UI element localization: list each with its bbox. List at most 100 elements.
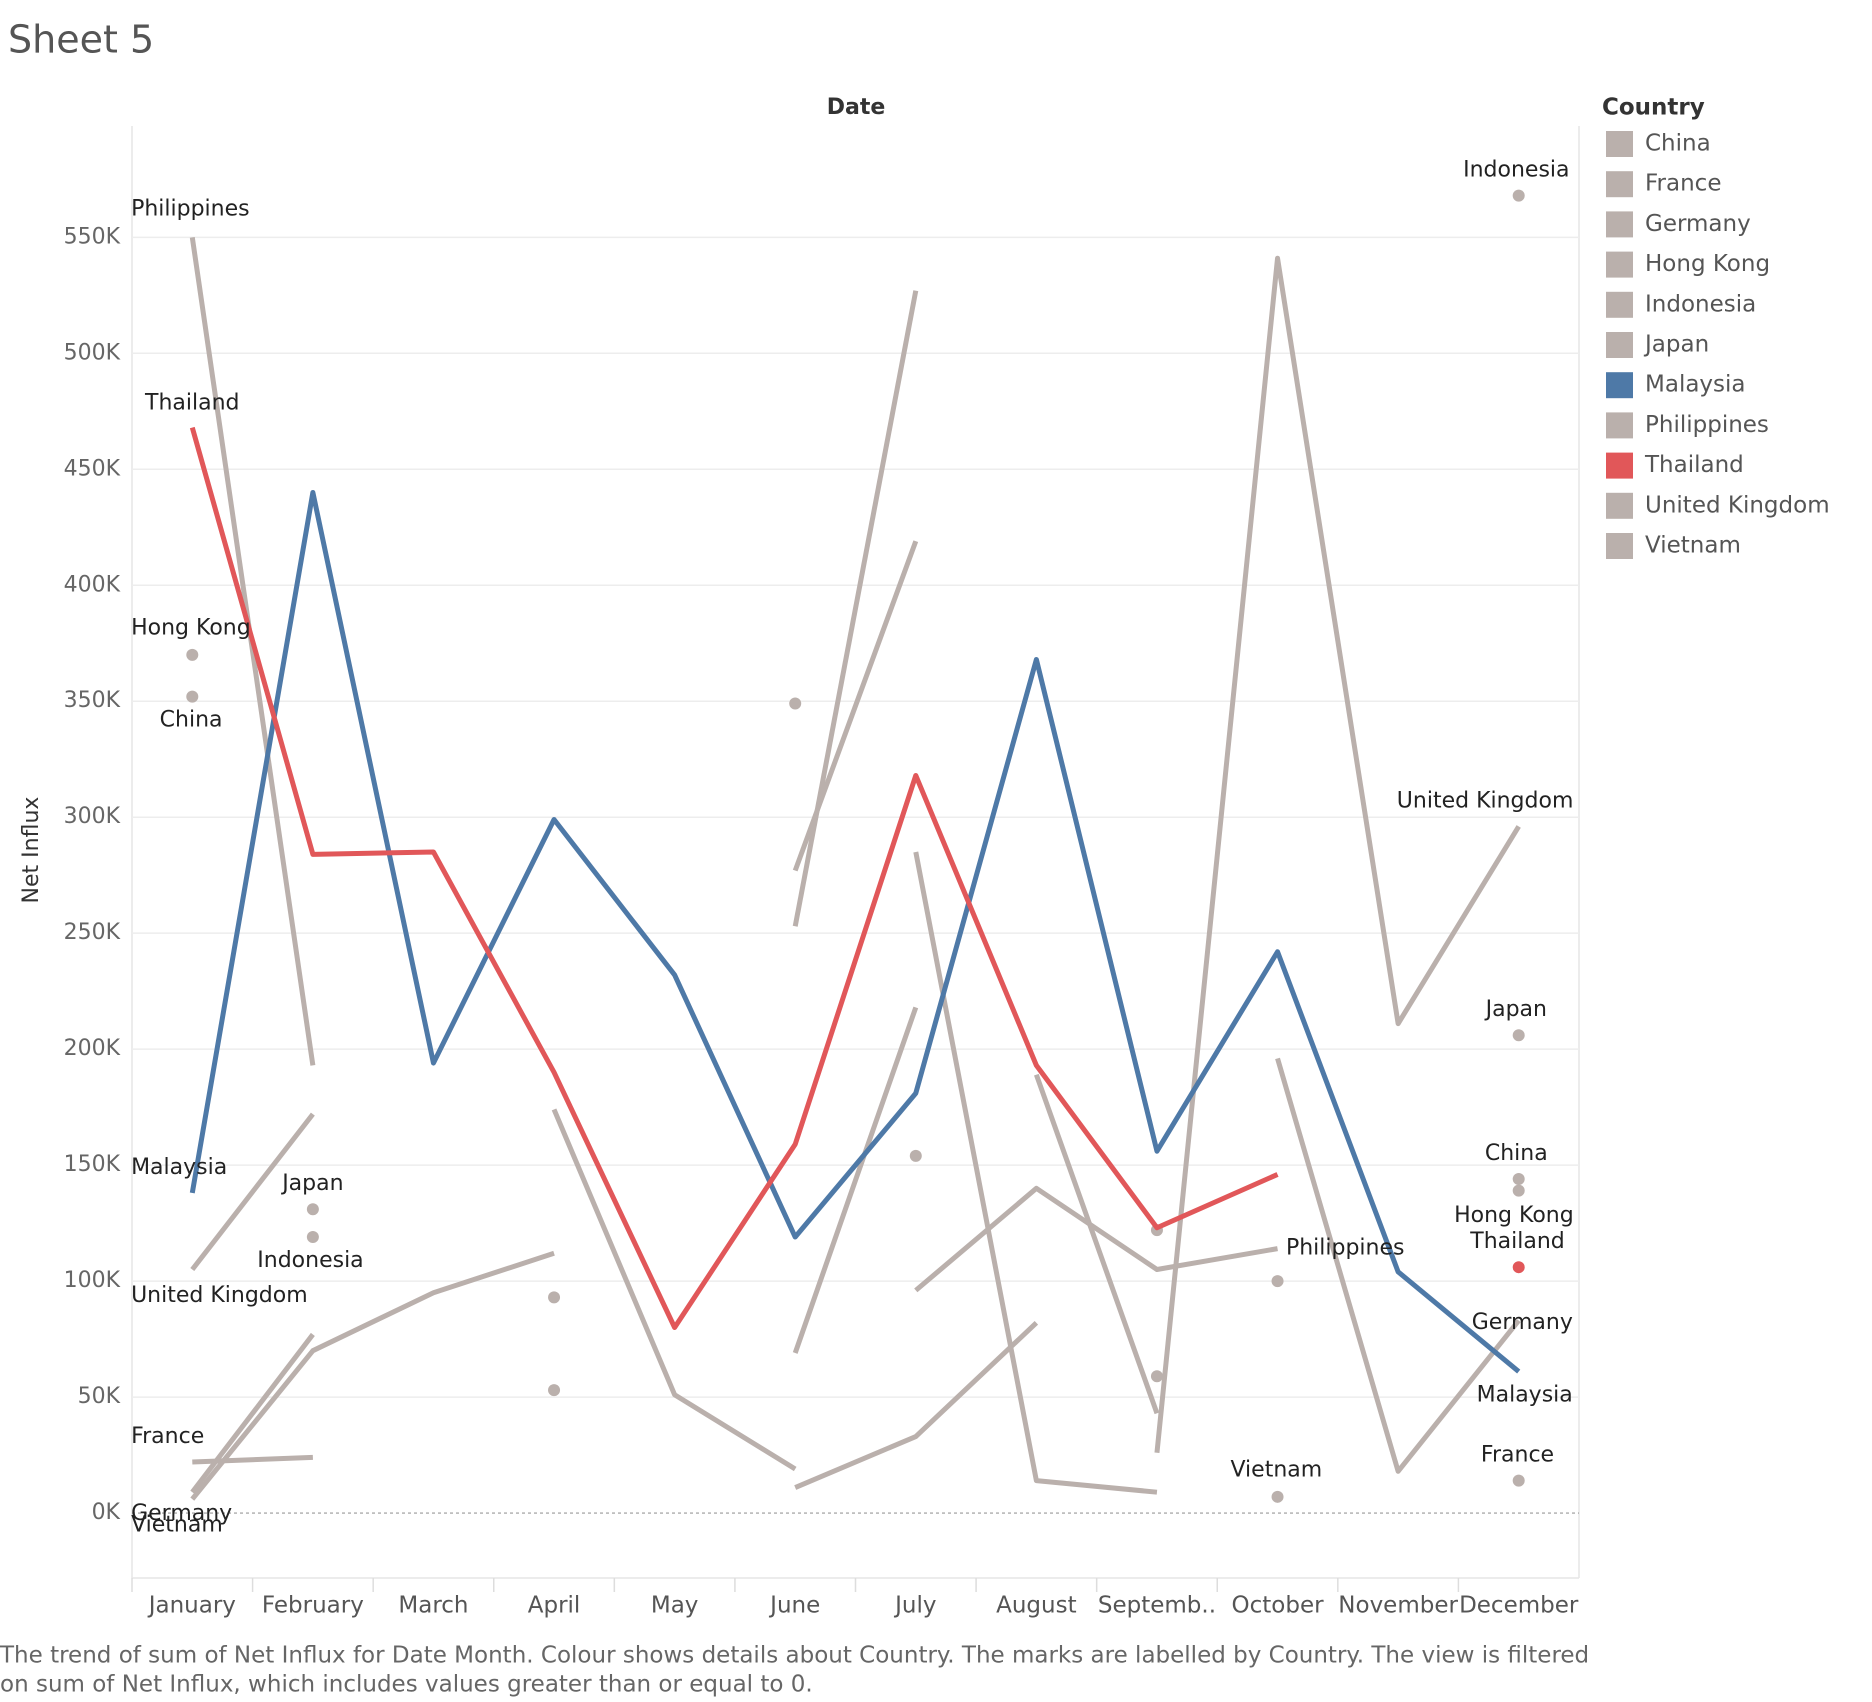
legend-swatch <box>1606 131 1633 157</box>
mark-label: Indonesia <box>257 1248 363 1273</box>
mark-label: France <box>1481 1442 1554 1467</box>
legend-label: Malaysia <box>1645 372 1746 398</box>
y-tick-label: 300K <box>64 804 121 829</box>
data-point <box>1271 1490 1284 1503</box>
y-tick-label: 400K <box>64 572 121 597</box>
legend-swatch <box>1606 372 1633 399</box>
series-line <box>190 1250 555 1501</box>
legend-label: Vietnam <box>1645 533 1741 559</box>
y-tick-label: 150K <box>64 1152 121 1177</box>
caption: The trend of sum of Net Influx for Date … <box>0 1643 1589 1669</box>
x-tick-label: July <box>893 1593 936 1619</box>
series-line <box>192 1454 313 1465</box>
series-line <box>913 851 1158 1495</box>
legend-swatch <box>1606 251 1633 278</box>
mark-label: Hong Kong <box>131 615 251 640</box>
mark-label: Hong Kong <box>1454 1203 1574 1228</box>
mark-label: Germany <box>1472 1310 1573 1335</box>
legend-swatch <box>1606 211 1633 238</box>
x-tick-label: December <box>1459 1593 1579 1619</box>
data-point <box>548 1384 561 1397</box>
mark-label: Thailand <box>1469 1229 1564 1254</box>
legend-swatch <box>1606 332 1633 358</box>
legend-title: Country <box>1602 95 1705 121</box>
mark-label: United Kingdom <box>131 1283 308 1308</box>
data-point <box>1271 1275 1284 1288</box>
mark-label: China <box>160 708 223 733</box>
legend-swatch <box>1606 291 1633 318</box>
legend-swatch <box>1606 533 1633 559</box>
mark-label: Japan <box>1484 997 1547 1022</box>
y-tick-label: 50K <box>78 1384 121 1409</box>
series-line <box>189 426 1279 1330</box>
legend-label: Hong Kong <box>1645 251 1770 277</box>
y-tick-label: 450K <box>64 456 121 481</box>
data-point <box>1512 1261 1525 1274</box>
data-point <box>909 1149 922 1162</box>
legend-label: Japan <box>1643 332 1709 358</box>
y-tick-label: 550K <box>64 224 121 249</box>
mark-label: China <box>1485 1141 1548 1166</box>
series-line <box>794 1321 1039 1490</box>
series-line <box>189 236 316 1066</box>
x-tick-label: May <box>651 1593 699 1619</box>
legend-swatch <box>1606 412 1633 439</box>
x-tick-label: Septemb.. <box>1098 1593 1216 1619</box>
x-tick-label: October <box>1232 1593 1325 1619</box>
y-tick-label: 100K <box>64 1268 121 1293</box>
x-tick-label: February <box>262 1593 364 1619</box>
data-point <box>186 648 199 661</box>
mark-label: Malaysia <box>131 1155 227 1180</box>
mark-label: Malaysia <box>1477 1383 1573 1408</box>
data-point <box>1512 189 1525 202</box>
legend-label: United Kingdom <box>1645 492 1830 518</box>
legend-swatch <box>1606 452 1633 479</box>
data-point <box>1150 1370 1163 1383</box>
series-line <box>1154 255 1521 1454</box>
mark-label: Germany <box>131 1501 232 1526</box>
data-point <box>789 697 802 710</box>
series-line <box>914 1185 1278 1293</box>
data-point <box>548 1291 561 1304</box>
series-line <box>792 290 919 927</box>
x-tick-label: June <box>768 1593 820 1619</box>
data-point <box>1512 1184 1525 1197</box>
x-tick-label: August <box>996 1593 1077 1619</box>
series-line <box>551 1108 797 1472</box>
y-tick-label: 350K <box>64 688 121 713</box>
data-point <box>1512 1474 1525 1487</box>
mark-label: Philippines <box>1286 1236 1405 1261</box>
mark-label: France <box>131 1424 204 1449</box>
legend-swatch <box>1606 492 1633 519</box>
series-line <box>190 1112 315 1272</box>
mark-label: Thailand <box>144 391 239 416</box>
legend-label: China <box>1645 131 1711 157</box>
legend-swatch <box>1606 171 1633 198</box>
data-point <box>306 1203 319 1216</box>
column-header: Date <box>827 95 886 120</box>
y-tick-label: 250K <box>64 920 121 945</box>
mark-label: Vietnam <box>1230 1457 1322 1482</box>
mark-label: United Kingdom <box>1397 788 1574 813</box>
mark-label: Indonesia <box>1463 157 1569 182</box>
chart-title: Sheet 5 <box>8 18 154 62</box>
x-tick-label: January <box>147 1593 236 1619</box>
mark-label: Philippines <box>131 197 250 222</box>
legend-label: Germany <box>1645 211 1751 237</box>
y-tick-label: 0K <box>92 1500 121 1525</box>
series-line <box>792 1006 919 1354</box>
y-axis-label: Net Influx <box>19 797 44 904</box>
series-line <box>1275 1057 1521 1474</box>
series-line <box>189 489 1521 1374</box>
x-tick-label: March <box>398 1593 468 1619</box>
data-point <box>186 690 199 703</box>
mark-label: Vietnam <box>131 1513 223 1538</box>
legend-label: Thailand <box>1644 452 1744 478</box>
series-line <box>1034 1073 1160 1415</box>
y-tick-label: 500K <box>64 340 121 365</box>
y-tick-label: 200K <box>64 1036 121 1061</box>
data-point <box>1512 1173 1525 1186</box>
data-point <box>306 1231 319 1244</box>
legend-label: France <box>1645 171 1721 197</box>
